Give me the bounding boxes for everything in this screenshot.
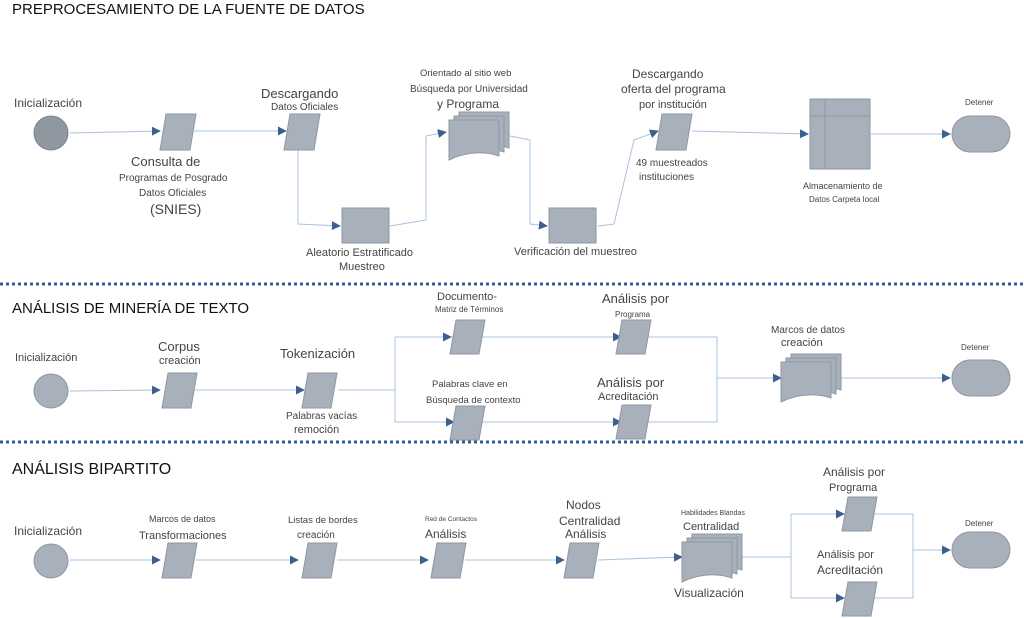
node-label: Muestreo	[339, 261, 385, 273]
node-label: Acreditación	[817, 563, 883, 577]
node-label: Aleatorio Estratificado	[306, 247, 413, 259]
data-io-shape	[161, 542, 198, 579]
node-label: Análisis por	[817, 549, 874, 561]
data-io-shape	[449, 319, 486, 355]
node-label: Centralidad	[559, 514, 620, 528]
node-label: Nodos	[566, 498, 601, 512]
node-label: Búsqueda por Universidad	[410, 84, 528, 95]
node-label: instituciones	[639, 172, 694, 183]
node-label: y Programa	[437, 97, 499, 111]
start-label: Inicialización	[14, 524, 82, 538]
node-label: Análisis	[425, 527, 466, 541]
node-label: Marcos de datos	[771, 325, 845, 336]
node-label: Datos Carpeta local	[809, 195, 879, 204]
section-title: ANÁLISIS BIPARTITO	[12, 459, 171, 478]
start-node	[33, 543, 69, 579]
data-io-shape	[301, 372, 338, 409]
node-label: por institución	[639, 99, 707, 111]
node-label: remoción	[294, 424, 339, 436]
node-label: Descargando	[261, 86, 338, 101]
node-label: Tokenización	[280, 346, 355, 361]
node-label: Búsqueda de contexto	[426, 395, 521, 406]
node-label: creación	[781, 337, 823, 349]
node-label: Matriz de Términos	[435, 305, 503, 314]
start-label: Inicialización	[14, 96, 82, 110]
node-label: Análisis por	[597, 375, 665, 390]
internal-storage-shape	[809, 98, 871, 170]
multi-document-shape	[780, 353, 842, 403]
data-io-shape	[430, 542, 467, 579]
stop-node	[951, 115, 1011, 153]
section-title: PREPROCESAMIENTO DE LA FUENTE DE DATOS	[12, 1, 365, 18]
node-label: Corpus	[158, 339, 200, 354]
node-label: Documento-	[437, 291, 497, 303]
node-label: Habilidades Blandas	[681, 510, 745, 517]
node-label: Programa	[829, 482, 878, 494]
node-label: Datos Oficiales	[271, 102, 338, 113]
start-node	[33, 115, 69, 151]
node-label: Programas de Posgrado	[119, 173, 228, 184]
node-label: Transformaciones	[139, 530, 227, 542]
node-label: Datos Oficiales	[139, 188, 206, 199]
node-label: Análisis por	[602, 291, 670, 306]
node-label: Almacenamiento de	[803, 181, 883, 191]
node-label: Acreditación	[598, 391, 659, 403]
data-io-shape	[615, 319, 652, 355]
data-io-shape	[161, 372, 198, 409]
node-label: Visualización	[674, 586, 744, 600]
data-io-shape	[301, 542, 338, 579]
data-io-shape	[655, 113, 693, 151]
stop-label: Detener	[961, 343, 990, 352]
node-label: Centralidad	[683, 521, 739, 533]
node-label: (SNIES)	[150, 201, 201, 217]
stop-label: Detener	[965, 519, 994, 528]
data-io-shape	[283, 113, 321, 151]
multi-document-shape	[681, 533, 743, 583]
process-box	[341, 207, 390, 244]
node-label: Red de Contactos	[425, 516, 478, 523]
process-box	[548, 207, 597, 244]
node-label: oferta del programa	[621, 82, 726, 96]
data-io-shape	[841, 581, 878, 617]
section-title: ANÁLISIS DE MINERÍA DE TEXTO	[12, 300, 249, 317]
data-io-shape	[615, 404, 652, 440]
node-label: Marcos de datos	[149, 514, 216, 524]
stop-node	[951, 531, 1011, 569]
data-io-shape	[841, 496, 878, 532]
node-label: Análisis por	[823, 465, 885, 479]
node-label: creación	[159, 355, 201, 367]
node-label: Descargando	[632, 67, 704, 81]
data-io-shape	[159, 113, 197, 151]
node-label: Palabras clave en	[432, 379, 508, 390]
node-label: Verificación del muestreo	[514, 246, 637, 258]
node-label: 49 muestreados	[636, 158, 708, 169]
multi-document-shape	[448, 111, 510, 161]
node-label: Listas de bordes	[288, 515, 358, 526]
node-label: Palabras vacías	[286, 411, 357, 422]
node-label: Análisis	[565, 527, 606, 541]
node-label: Orientado al sitio web	[420, 68, 511, 79]
data-io-shape	[449, 405, 486, 441]
data-io-shape	[563, 542, 600, 579]
node-label: creación	[297, 530, 335, 541]
stop-label: Detener	[965, 98, 994, 107]
node-label: Consulta de	[131, 154, 200, 169]
node-label: Programa	[615, 310, 651, 319]
start-node	[33, 373, 69, 409]
stop-node	[951, 359, 1011, 397]
start-label: Inicialización	[15, 352, 77, 364]
